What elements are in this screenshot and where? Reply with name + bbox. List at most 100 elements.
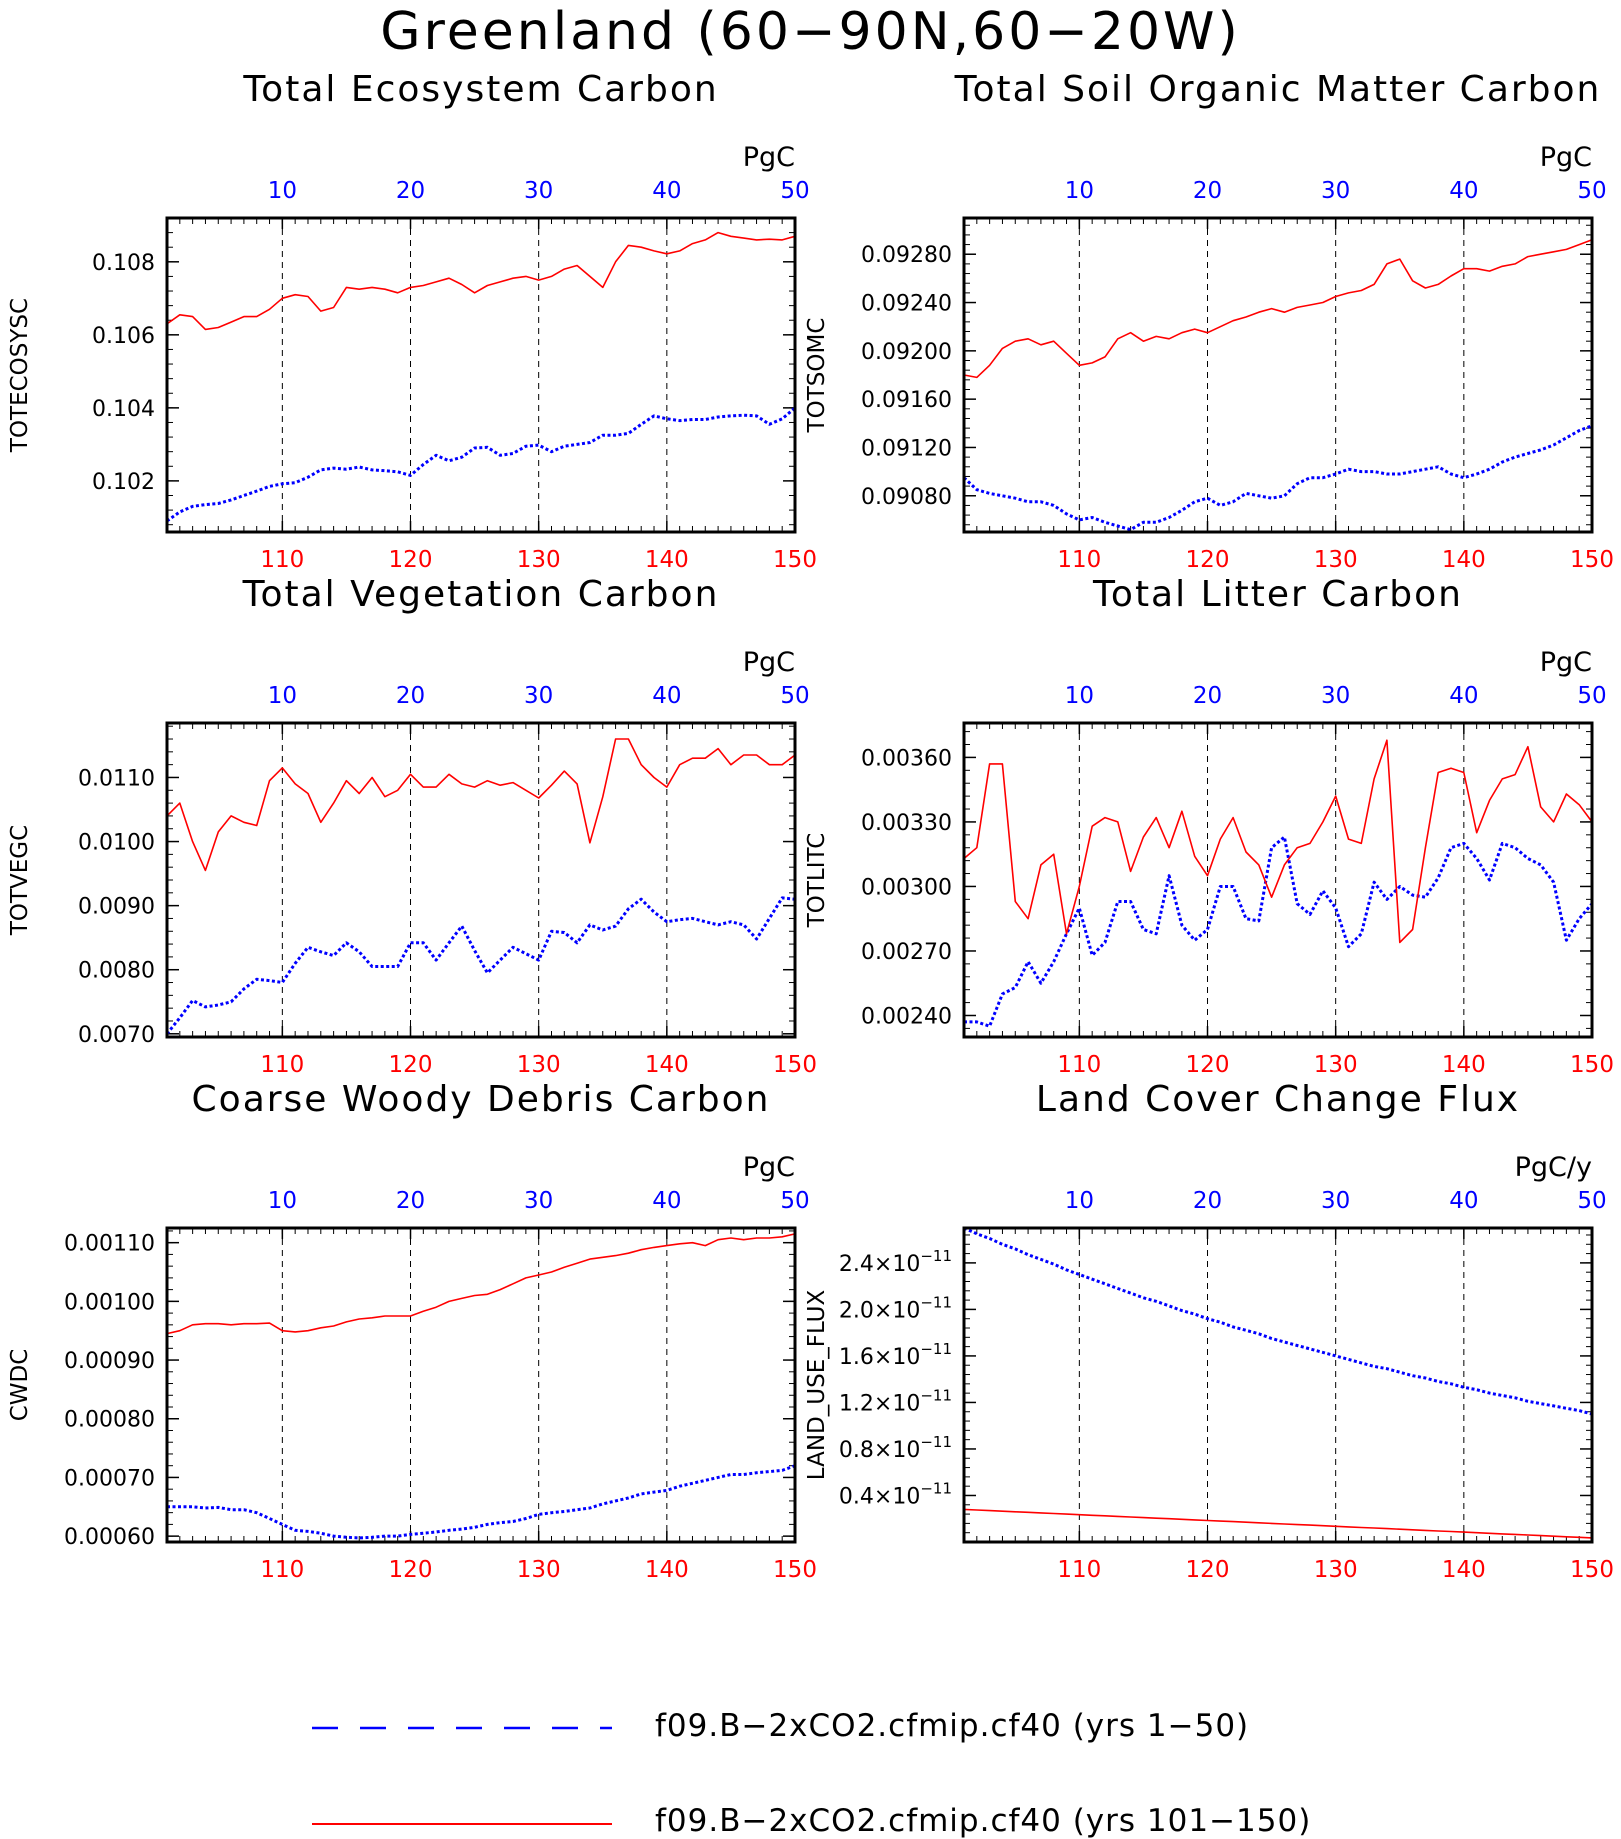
panel-3-bottom-tick-label: 120 bbox=[389, 1052, 433, 1078]
panel-3-top-tick-label: 20 bbox=[396, 683, 425, 709]
panel-2-top-tick-label: 10 bbox=[1065, 178, 1094, 204]
panel-3-title: Total Vegetation Carbon bbox=[242, 574, 720, 615]
panel-1-top-tick-label: 40 bbox=[652, 178, 681, 204]
panel-2-top-tick-label: 30 bbox=[1321, 178, 1350, 204]
panel-6-series-late-line bbox=[963, 1508, 1593, 1539]
panel-4-series-early-line bbox=[964, 835, 1594, 1028]
panel-4-y-axis-label: TOTLITC bbox=[804, 833, 830, 929]
panel-4-bottom-tick-label: 140 bbox=[1442, 1052, 1486, 1078]
panel-5-unit-label: PgC bbox=[743, 1152, 795, 1183]
panel-4-bottom-tick-label: 130 bbox=[1314, 1052, 1358, 1078]
panel-1-top-tick-label: 20 bbox=[396, 178, 425, 204]
panel-4-y-tick-label: 0.00270 bbox=[861, 940, 952, 965]
panel-1-y-tick-label: 0.106 bbox=[92, 324, 155, 349]
panel-5-series-early-line bbox=[167, 1464, 796, 1540]
panel-6-unit-label: PgC/y bbox=[1515, 1152, 1592, 1183]
panel-5-title: Coarse Woody Debris Carbon bbox=[192, 1079, 771, 1120]
legend-swatches bbox=[312, 1726, 612, 1825]
panel-4-plot-frame bbox=[962, 721, 1594, 1039]
panel-6-bottom-tick-label: 120 bbox=[1186, 1557, 1230, 1583]
panel-2-y-tick-label: 0.09200 bbox=[861, 340, 952, 365]
panel-5-y-tick-label: 0.00060 bbox=[64, 1525, 155, 1550]
panel-1-y-tick-label: 0.102 bbox=[92, 470, 155, 495]
panel-6-bottom-tick-label: 140 bbox=[1442, 1557, 1486, 1583]
panel-1-top-tick-label: 30 bbox=[524, 178, 553, 204]
panel-4-unit-label: PgC bbox=[1540, 647, 1592, 678]
panel-2-unit-label: PgC bbox=[1540, 142, 1592, 173]
panel-6-title: Land Cover Change Flux bbox=[1036, 1079, 1520, 1120]
panel-6-y-tick-label: 0.8×10−11 bbox=[839, 1433, 952, 1463]
panel-5-bottom-tick-label: 140 bbox=[645, 1557, 689, 1583]
panel-2-y-tick-label: 0.09240 bbox=[861, 292, 952, 317]
panel-4-bottom-tick-label: 150 bbox=[1570, 1052, 1614, 1078]
panel-1-top-tick-label: 50 bbox=[780, 178, 809, 204]
panel-2-bottom-tick-label: 120 bbox=[1186, 547, 1230, 573]
panel-5-y-tick-label: 0.00110 bbox=[64, 1232, 155, 1257]
panel-3-y-tick-label: 0.0100 bbox=[78, 831, 155, 856]
panel-2-y-tick-label: 0.09160 bbox=[861, 388, 952, 413]
panel-4-top-tick-label: 40 bbox=[1449, 683, 1478, 709]
panel-6-bottom-tick-label: 130 bbox=[1314, 1557, 1358, 1583]
panel-2-bottom-tick-label: 130 bbox=[1314, 547, 1358, 573]
panel-5-top-tick-label: 50 bbox=[780, 1188, 809, 1214]
panel-2-y-tick-label: 0.09120 bbox=[861, 436, 952, 461]
figure-title: Greenland (60−90N,60−20W) bbox=[380, 2, 1241, 62]
panel-6-y-axis-label: LAND_USE_FLUX bbox=[804, 1290, 830, 1481]
panel-1-series-late-line bbox=[166, 231, 796, 331]
panel-6-y-tick-label: 2.4×10−11 bbox=[839, 1247, 952, 1277]
panel-3-bottom-tick-label: 130 bbox=[517, 1052, 561, 1078]
panel-4-top-tick-label: 30 bbox=[1321, 683, 1350, 709]
panel-1-bottom-tick-label: 130 bbox=[517, 547, 561, 573]
panel-5-plot-frame bbox=[165, 1226, 797, 1544]
panel-5-y-tick-label: 0.00100 bbox=[64, 1290, 155, 1315]
panel-4-bottom-tick-label: 120 bbox=[1186, 1052, 1230, 1078]
panel-4-y-tick-label: 0.00330 bbox=[861, 811, 952, 836]
panel-2-top-tick-label: 20 bbox=[1193, 178, 1222, 204]
panel-4-y-tick-label: 0.00240 bbox=[861, 1004, 952, 1029]
panel-3-y-tick-label: 0.0110 bbox=[78, 766, 155, 791]
panel-4-y-tick-label: 0.00360 bbox=[861, 746, 952, 771]
panel-6-y-tick-label: 1.6×10−11 bbox=[839, 1340, 952, 1370]
panel-6-plot-frame bbox=[962, 1226, 1594, 1544]
panel-3-unit-label: PgC bbox=[743, 647, 795, 678]
panel-2-bottom-tick-label: 140 bbox=[1442, 547, 1486, 573]
panel-1-plot-frame bbox=[165, 216, 797, 534]
panel-3-y-tick-label: 0.0070 bbox=[78, 1023, 155, 1048]
panel-1-series-early-line bbox=[166, 406, 797, 523]
panel-2-y-axis-label: TOTSOMC bbox=[804, 318, 830, 434]
panel-5-top-tick-label: 40 bbox=[652, 1188, 681, 1214]
panel-1-bottom-tick-label: 150 bbox=[773, 547, 817, 573]
panel-2-y-tick-label: 0.09080 bbox=[861, 485, 952, 510]
panel-4-top-tick-label: 50 bbox=[1577, 683, 1606, 709]
legend: f09.B−2xCO2.cfmip.cf40 (yrs 1−50) f09.B−… bbox=[0, 1660, 1621, 1839]
panel-6-top-tick-label: 20 bbox=[1193, 1188, 1222, 1214]
panel-2-plot-frame bbox=[962, 216, 1594, 534]
panel-5-y-tick-label: 0.00080 bbox=[64, 1408, 155, 1433]
panel-2-y-tick-label: 0.09280 bbox=[861, 243, 952, 268]
panel-5-bottom-tick-label: 120 bbox=[389, 1557, 433, 1583]
panel-1-unit-label: PgC bbox=[743, 142, 795, 173]
panel-3-bottom-tick-label: 150 bbox=[773, 1052, 817, 1078]
panel-6-top-tick-label: 50 bbox=[1577, 1188, 1606, 1214]
panel-3-top-tick-label: 40 bbox=[652, 683, 681, 709]
panel-1-bottom-tick-label: 120 bbox=[389, 547, 433, 573]
panel-5-y-tick-label: 0.00070 bbox=[64, 1466, 155, 1491]
panel-5-top-tick-label: 30 bbox=[524, 1188, 553, 1214]
panel-5-top-tick-label: 20 bbox=[396, 1188, 425, 1214]
panel-3-y-tick-label: 0.0080 bbox=[78, 959, 155, 984]
panel-5-series-late-line bbox=[166, 1233, 796, 1335]
panel-3-plot-frame bbox=[165, 721, 797, 1039]
panel-2-bottom-tick-label: 110 bbox=[1057, 547, 1101, 573]
panel-2-series-early-line bbox=[962, 424, 1594, 532]
panel-6-top-tick-label: 10 bbox=[1065, 1188, 1094, 1214]
panel-3-top-tick-label: 50 bbox=[780, 683, 809, 709]
panel-6-top-tick-label: 40 bbox=[1449, 1188, 1478, 1214]
panel-4-top-tick-label: 10 bbox=[1065, 683, 1094, 709]
panel-3-bottom-tick-label: 140 bbox=[645, 1052, 689, 1078]
panel-2-series-late-line bbox=[963, 238, 1593, 379]
panel-1-top-tick-label: 10 bbox=[268, 178, 297, 204]
panel-3-top-tick-label: 30 bbox=[524, 683, 553, 709]
panel-3-top-tick-label: 10 bbox=[268, 683, 297, 709]
panel-6-top-tick-label: 30 bbox=[1321, 1188, 1350, 1214]
